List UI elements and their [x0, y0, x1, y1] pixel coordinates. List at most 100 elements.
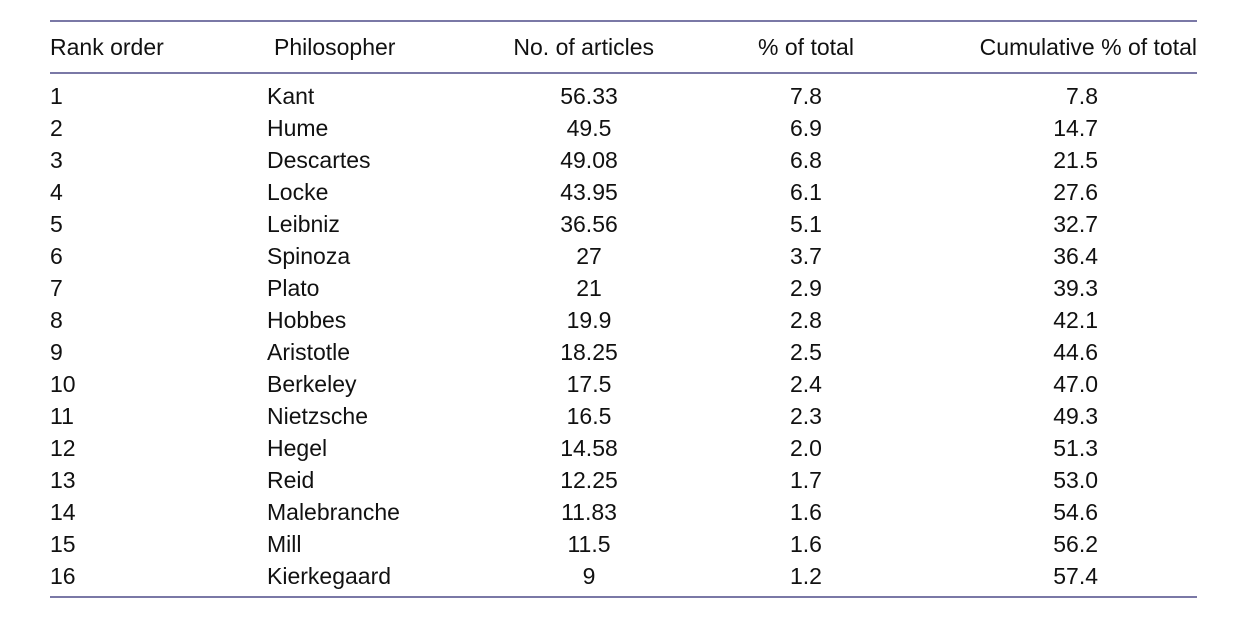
cell-rank-order: 3	[50, 147, 63, 173]
cell-philosopher: Hume	[267, 115, 329, 141]
table-row: 15 Mill 11.5 1.6 56.2	[50, 528, 1197, 560]
cell-cumulative-percent: 36.4	[1053, 243, 1098, 269]
cell-no-of-articles: 49.08	[560, 147, 618, 173]
cell-no-of-articles: 36.56	[560, 211, 618, 237]
cell-cumulative-percent: 47.0	[1053, 371, 1098, 397]
cell-rank-order: 2	[50, 115, 63, 141]
cell-rank-order: 8	[50, 307, 63, 333]
cell-no-of-articles: 49.5	[566, 115, 612, 141]
cell-rank-order: 15	[50, 531, 76, 557]
table-row: 2 Hume 49.5 6.9 14.7	[50, 112, 1197, 144]
table-row: 10 Berkeley 17.5 2.4 47.0	[50, 368, 1197, 400]
cell-philosopher: Leibniz	[267, 211, 340, 237]
cell-no-of-articles: 17.5	[566, 371, 612, 397]
table-header-rule	[50, 72, 1197, 74]
table-row: 14 Malebranche 11.83 1.6 54.6	[50, 496, 1197, 528]
cell-cumulative-percent: 21.5	[1053, 147, 1098, 173]
cell-percent-of-total: 1.6	[790, 531, 822, 557]
cell-cumulative-percent: 53.0	[1053, 467, 1098, 493]
cell-no-of-articles: 14.58	[560, 435, 618, 461]
cell-rank-order: 1	[50, 83, 63, 109]
cell-cumulative-percent: 42.1	[1053, 307, 1098, 333]
cell-rank-order: 16	[50, 563, 76, 589]
cell-cumulative-percent: 44.6	[1053, 339, 1098, 365]
header-percent-of-total: % of total	[758, 34, 854, 60]
header-cumulative-percent: Cumulative % of total	[979, 34, 1197, 60]
cell-no-of-articles: 19.9	[566, 307, 612, 333]
table-row: 8 Hobbes 19.9 2.8 42.1	[50, 304, 1197, 336]
cell-philosopher: Kierkegaard	[267, 563, 392, 589]
cell-rank-order: 5	[50, 211, 63, 237]
cell-percent-of-total: 3.7	[790, 243, 822, 269]
table-row: 7 Plato 21 2.9 39.3	[50, 272, 1197, 304]
cell-percent-of-total: 2.3	[790, 403, 822, 429]
header-no-of-articles: No. of articles	[513, 34, 654, 60]
cell-philosopher: Malebranche	[267, 499, 400, 525]
cell-percent-of-total: 6.1	[790, 179, 822, 205]
cell-philosopher: Locke	[267, 179, 329, 205]
cell-cumulative-percent: 7.8	[1066, 83, 1098, 109]
cell-percent-of-total: 7.8	[790, 83, 822, 109]
cell-philosopher: Reid	[267, 467, 315, 493]
table-row: 6 Spinoza 27 3.7 36.4	[50, 240, 1197, 272]
cell-no-of-articles: 21	[576, 275, 602, 301]
table-body: 1 Kant 56.33 7.8 7.8 2 Hume 49.5 6.9 14.7 3 Descart…	[50, 80, 1197, 592]
table-row: 3 Descartes 49.08 6.8 21.5	[50, 144, 1197, 176]
cell-cumulative-percent: 27.6	[1053, 179, 1098, 205]
table-row: 5 Leibniz 36.56 5.1 32.7	[50, 208, 1197, 240]
cell-cumulative-percent: 32.7	[1053, 211, 1098, 237]
cell-percent-of-total: 6.8	[790, 147, 822, 173]
cell-rank-order: 11	[50, 403, 74, 429]
table-row: 1 Kant 56.33 7.8 7.8	[50, 80, 1197, 112]
cell-rank-order: 9	[50, 339, 63, 365]
philosopher-ranking-table: Rank order Philosopher No. of articles %…	[50, 20, 1197, 598]
cell-philosopher: Descartes	[267, 147, 371, 173]
cell-percent-of-total: 2.0	[790, 435, 822, 461]
header-philosopher: Philosopher	[274, 34, 396, 60]
cell-philosopher: Hobbes	[267, 307, 347, 333]
cell-rank-order: 12	[50, 435, 76, 461]
cell-cumulative-percent: 57.4	[1053, 563, 1098, 589]
cell-philosopher: Kant	[267, 83, 315, 109]
cell-cumulative-percent: 51.3	[1053, 435, 1098, 461]
cell-rank-order: 4	[50, 179, 63, 205]
cell-no-of-articles: 11.5	[567, 531, 611, 557]
table-row: 12 Hegel 14.58 2.0 51.3	[50, 432, 1197, 464]
cell-no-of-articles: 27	[576, 243, 602, 269]
cell-no-of-articles: 12.25	[560, 467, 618, 493]
cell-percent-of-total: 2.8	[790, 307, 822, 333]
cell-percent-of-total: 1.7	[790, 467, 822, 493]
cell-cumulative-percent: 39.3	[1053, 275, 1098, 301]
table-row: 16 Kierkegaard 9 1.2 57.4	[50, 560, 1197, 592]
cell-percent-of-total: 2.5	[790, 339, 822, 365]
cell-philosopher: Hegel	[267, 435, 328, 461]
cell-rank-order: 13	[50, 467, 76, 493]
cell-philosopher: Aristotle	[267, 339, 351, 365]
cell-rank-order: 10	[50, 371, 76, 397]
cell-rank-order: 6	[50, 243, 63, 269]
cell-no-of-articles: 16.5	[566, 403, 612, 429]
cell-percent-of-total: 6.9	[790, 115, 822, 141]
table-row: 4 Locke 43.95 6.1 27.6	[50, 176, 1197, 208]
header-rank-order: Rank order	[50, 34, 164, 60]
cell-percent-of-total: 5.1	[790, 211, 822, 237]
table-row: 13 Reid 12.25 1.7 53.0	[50, 464, 1197, 496]
cell-cumulative-percent: 56.2	[1053, 531, 1098, 557]
cell-no-of-articles: 43.95	[560, 179, 618, 205]
table-top-rule	[50, 20, 1197, 22]
cell-rank-order: 7	[50, 275, 63, 301]
cell-no-of-articles: 11.83	[561, 499, 617, 525]
cell-philosopher: Plato	[267, 275, 320, 301]
cell-cumulative-percent: 54.6	[1053, 499, 1098, 525]
cell-no-of-articles: 9	[582, 563, 596, 589]
cell-no-of-articles: 18.25	[560, 339, 618, 365]
cell-percent-of-total: 1.2	[790, 563, 822, 589]
table-row: 9 Aristotle 18.25 2.5 44.6	[50, 336, 1197, 368]
table-header-row: Rank order Philosopher No. of articles %…	[50, 30, 1197, 64]
cell-cumulative-percent: 14.7	[1053, 115, 1098, 141]
cell-percent-of-total: 2.9	[790, 275, 822, 301]
cell-philosopher: Berkeley	[267, 371, 357, 397]
cell-philosopher: Spinoza	[267, 243, 351, 269]
table-row: 11 Nietzsche 16.5 2.3 49.3	[50, 400, 1197, 432]
cell-philosopher: Nietzsche	[267, 403, 368, 429]
